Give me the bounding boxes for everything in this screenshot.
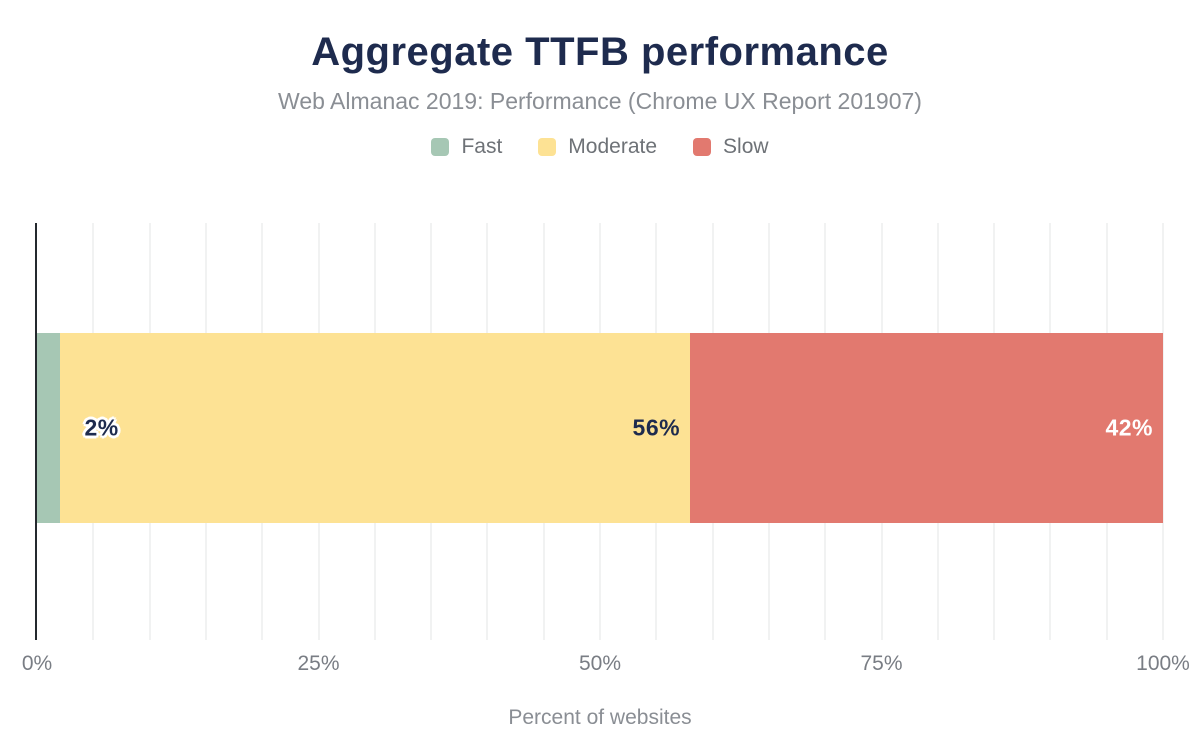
legend-item-moderate: Moderate — [538, 135, 657, 159]
x-axis-title: Percent of websites — [508, 706, 692, 729]
legend-swatch-moderate — [538, 138, 557, 156]
gridline — [1162, 223, 1164, 640]
plot-area: 2% 56% 42% 0% 25% 50% 75% 100% Percent of webs… — [22, 223, 1190, 729]
chart-header: Aggregate TTFB performance Web Almanac 2… — [0, 30, 1200, 159]
stacked-bar: 2% 56% 42% — [37, 333, 1163, 523]
x-tick-label: 100% — [1136, 652, 1190, 675]
legend: Fast Moderate Slow — [0, 135, 1200, 159]
legend-label-slow: Slow — [723, 135, 769, 158]
bar-label-moderate: 56% — [632, 414, 681, 441]
x-tick-label: 75% — [860, 652, 903, 675]
legend-swatch-fast — [431, 138, 450, 156]
legend-label-fast: Fast — [461, 135, 503, 158]
legend-item-slow: Slow — [693, 135, 769, 159]
chart-title: Aggregate TTFB performance — [311, 30, 889, 74]
bar-segment-slow — [690, 333, 1163, 523]
legend-item-fast: Fast — [431, 135, 502, 159]
x-axis-ticks: 0% 25% 50% 75% 100% — [22, 652, 1190, 678]
bar-label-fast: 2% — [84, 414, 119, 441]
legend-label-moderate: Moderate — [568, 135, 658, 158]
bar-label-slow: 42% — [1105, 414, 1153, 441]
bar-segment-fast — [37, 333, 60, 523]
x-tick-label: 50% — [578, 652, 622, 675]
legend-swatch-slow — [693, 138, 712, 156]
bar-segment-moderate — [59, 333, 691, 523]
x-tick-label: 0% — [21, 652, 53, 675]
chart-subtitle: Web Almanac 2019: Performance (Chrome UX… — [278, 88, 922, 114]
y-axis-line — [35, 223, 37, 640]
x-tick-label: 25% — [297, 652, 340, 675]
